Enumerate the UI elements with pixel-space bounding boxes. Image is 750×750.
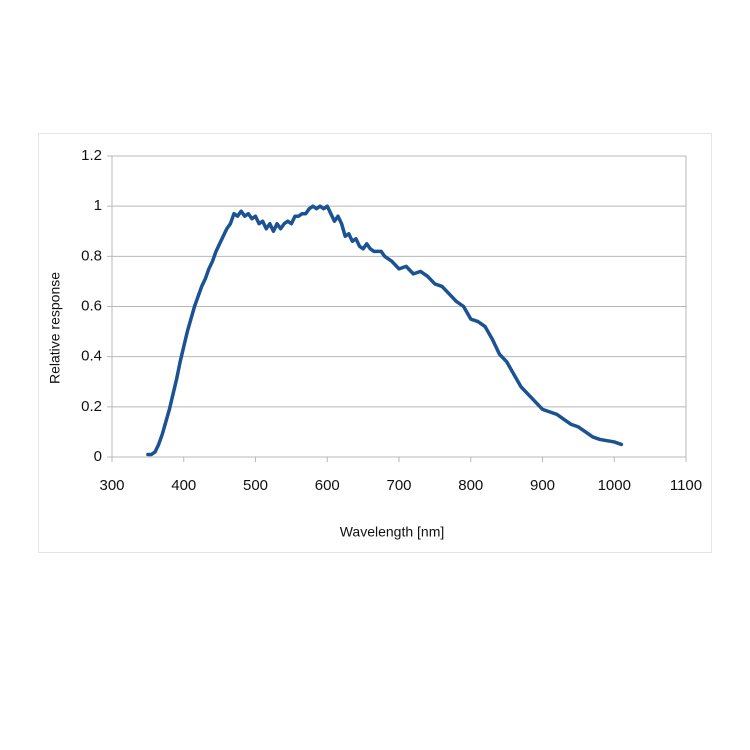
x-tick-label: 300 (99, 477, 124, 494)
y-tick-label: 0.6 (81, 297, 102, 314)
y-tick-label: 0.8 (81, 247, 102, 264)
y-tick-label: 0.2 (81, 398, 102, 415)
x-tick-label: 900 (530, 477, 555, 494)
x-tick-label: 500 (243, 477, 268, 494)
y-tick-label: 0 (94, 448, 102, 465)
x-axis-label: Wavelength [nm] (340, 524, 445, 540)
x-tick-label: 1100 (670, 477, 702, 494)
y-tick-label: 1.2 (81, 147, 102, 164)
y-tick-label: 0.4 (81, 348, 102, 365)
chart-frame (38, 133, 712, 553)
x-tick-label: 600 (315, 477, 340, 494)
x-tick-label: 700 (386, 477, 411, 494)
x-tick-label: 400 (171, 477, 196, 494)
x-tick-label: 800 (458, 477, 483, 494)
y-axis-label: Relative response (47, 272, 63, 384)
data-line (146, 204, 624, 457)
y-tick-label: 1 (94, 197, 102, 214)
x-tick-label: 1000 (598, 477, 631, 494)
